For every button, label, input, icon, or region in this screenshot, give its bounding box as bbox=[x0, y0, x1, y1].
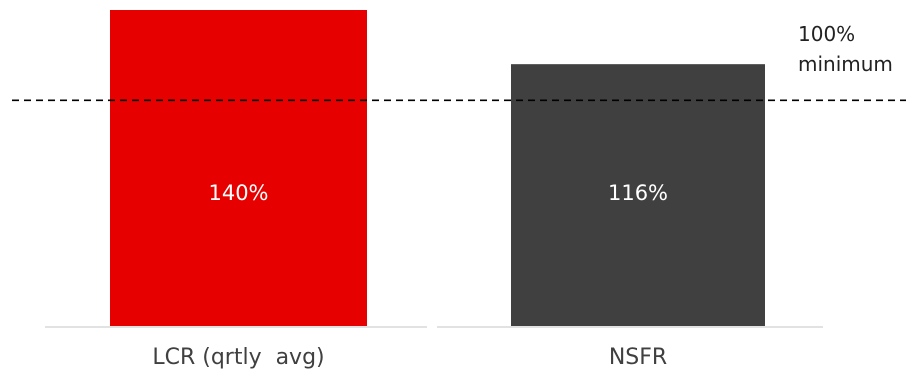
bar-nsfr bbox=[511, 64, 765, 327]
bar-lcr-qrtly-avg bbox=[110, 10, 367, 326]
reference-line-label-value: 100% bbox=[798, 22, 855, 46]
category-label-lcr-qrtly-avg: LCR (qrtly avg) bbox=[152, 345, 324, 370]
value-label-nsfr: 116% bbox=[608, 181, 668, 205]
category-label-nsfr: NSFR bbox=[609, 345, 667, 370]
value-label-lcr-qrtly-avg: 140% bbox=[208, 181, 268, 205]
bars-group: 140% LCR (qrtly avg) 116% NSFR bbox=[45, 10, 823, 370]
reference-line-label-text: minimum bbox=[798, 52, 893, 76]
